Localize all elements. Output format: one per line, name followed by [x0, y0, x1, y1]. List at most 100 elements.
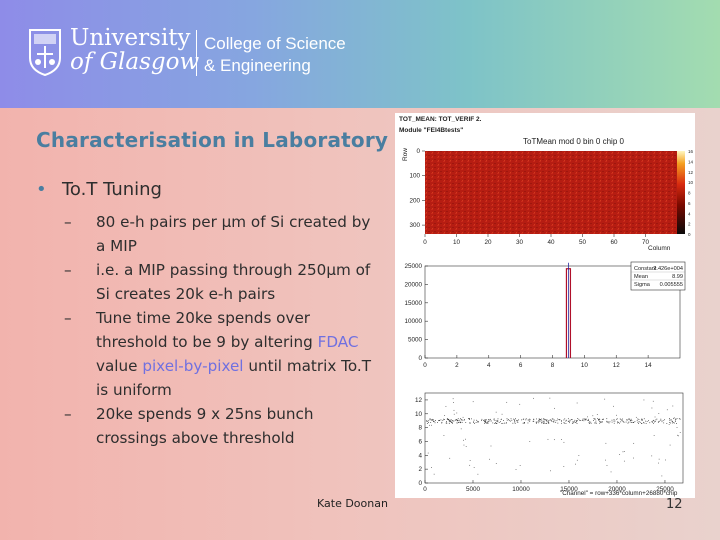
scatter-point	[583, 418, 585, 420]
scatter-outlier	[633, 457, 634, 459]
scatter-outlier	[444, 415, 446, 416]
scatter-point	[500, 418, 502, 420]
scatter-point	[426, 423, 428, 424]
sub-bullet: – 80 e-h pairs per µm of Si created by a …	[36, 210, 386, 258]
scatter-point	[597, 418, 599, 420]
scatter-point	[558, 419, 560, 420]
scatter-point	[599, 422, 601, 424]
scatter-point	[568, 421, 570, 422]
scatter-point	[455, 419, 457, 421]
sub-bullet-text: i.e. a MIP passing through 250µm of Si c…	[96, 258, 376, 306]
scatter-outlier	[431, 424, 432, 426]
scatter-point	[575, 420, 577, 422]
scatter-point	[460, 418, 462, 420]
scatter-point	[567, 420, 569, 422]
heatmap-colorbar	[677, 151, 685, 234]
scatter-point	[430, 419, 432, 421]
scatter-point	[565, 423, 567, 424]
scatter-point	[638, 419, 640, 420]
scatter-point	[502, 422, 504, 424]
scatter-outlier	[433, 473, 435, 475]
scatter-point	[632, 422, 634, 423]
scatter-point	[461, 419, 463, 421]
scatter-outlier	[592, 415, 594, 417]
scatter-y-tick-label: 6	[418, 438, 422, 445]
scatter-point	[448, 418, 450, 420]
scatter-point	[457, 420, 459, 421]
university-line1: University	[70, 25, 191, 51]
scatter-point	[533, 418, 535, 420]
scatter-point	[618, 422, 619, 423]
scatter-point	[592, 420, 594, 421]
scatter-point	[473, 421, 475, 423]
scatter-point	[607, 421, 609, 423]
scatter-outlier	[643, 399, 645, 401]
heatmap-axes: 0 10 20 30 40 50 60 70 0 100 200 300 0 2 4 6 8 10 12 14 16	[409, 148, 693, 246]
colorbar-tick-label: 8	[688, 191, 691, 196]
scatter-point	[490, 420, 492, 422]
scatter-point	[569, 419, 571, 421]
heatmap-y-tick-label: 100	[409, 173, 420, 180]
scatter-point	[492, 422, 494, 424]
scatter-point	[676, 423, 677, 424]
scatter-outlier	[473, 467, 475, 468]
stats-value: 8.99	[672, 274, 683, 280]
scatter-point	[538, 418, 540, 420]
scatter-point	[589, 423, 590, 424]
scatter-point	[528, 420, 530, 422]
scatter-point	[504, 422, 505, 424]
scatter-point	[634, 421, 636, 423]
scatter-point	[669, 418, 670, 420]
scatter-point	[478, 421, 479, 423]
scatter-point	[452, 420, 454, 422]
scatter-point	[617, 422, 618, 424]
scatter-point	[484, 419, 486, 421]
scatter-xlabel: "Channel" = row+336*column+26880*chip	[560, 490, 678, 497]
scatter-outlier	[575, 463, 576, 465]
scatter-point	[585, 419, 587, 421]
scatter-point	[673, 422, 675, 423]
sub-bullet-dash-icon: –	[64, 405, 72, 423]
scatter-point	[559, 419, 561, 421]
scatter-point	[606, 418, 608, 420]
scatter-point	[488, 419, 489, 420]
scatter-outlier	[549, 397, 551, 399]
scatter-point	[660, 418, 662, 420]
scatter-point	[458, 422, 459, 423]
college-line2: & Engineering	[204, 56, 311, 75]
scatter-outlier	[578, 455, 580, 456]
scatter-x-tick-label: 25000	[656, 486, 674, 493]
scatter-point	[541, 421, 543, 423]
scatter-point	[510, 418, 512, 420]
scatter-point	[671, 422, 673, 424]
scatter-point	[589, 421, 590, 423]
scatter-point	[473, 421, 474, 423]
scatter-point	[468, 418, 470, 420]
scatter-point	[543, 419, 545, 421]
text-run: until matrix To.T is uniform	[96, 357, 371, 399]
scatter-point	[516, 421, 518, 423]
scatter-point	[618, 422, 620, 424]
scatter-point	[508, 418, 509, 420]
scatter-point	[538, 420, 540, 421]
scatter-outlier	[604, 398, 606, 400]
stats-box	[630, 261, 686, 291]
scatter-outlier	[576, 402, 578, 404]
scatter-outlier	[672, 405, 674, 407]
scatter-point	[498, 422, 500, 423]
scatter-point	[611, 419, 613, 421]
scatter-point	[548, 423, 550, 424]
scatter-point	[487, 421, 489, 423]
scatter-point	[516, 419, 517, 421]
header-divider	[196, 30, 197, 76]
scatter-outlier	[605, 442, 607, 444]
scatter-point	[458, 421, 460, 423]
scatter-point	[444, 418, 445, 420]
scatter-point	[613, 418, 615, 420]
scatter-point	[545, 419, 546, 421]
scatter-point	[514, 423, 516, 424]
scatter-point	[546, 419, 548, 421]
scatter-point	[538, 420, 539, 422]
scatter-point	[565, 420, 567, 422]
